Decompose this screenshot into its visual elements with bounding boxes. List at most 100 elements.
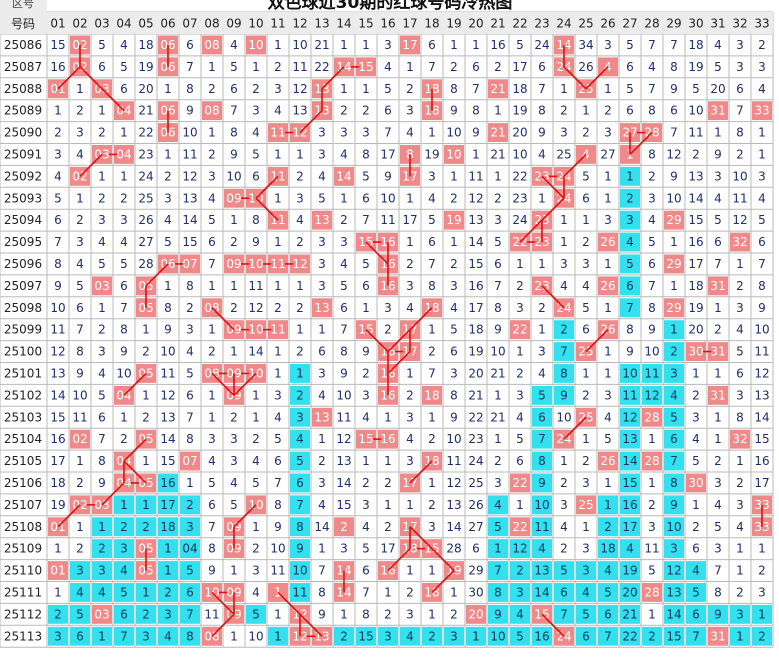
- cell-value-25110-31: 7: [714, 564, 722, 578]
- cell-value-25103-10: 1: [252, 410, 260, 424]
- cell-value-25113-5: 3: [142, 629, 150, 643]
- cell-value-25093-2: 1: [76, 191, 84, 205]
- cell-value-25112-26: 6: [604, 607, 612, 621]
- cell-value-25106-11: 7: [274, 476, 282, 490]
- hit-cell-25105-26: [598, 451, 618, 471]
- cell-value-25106-7: 1: [186, 476, 194, 490]
- cell-value-25105-9: 3: [230, 454, 238, 468]
- cell-value-25113-17: 4: [406, 629, 414, 643]
- cell-value-25092-13: 4: [318, 169, 326, 183]
- cell-value-25104-33: 15: [754, 432, 769, 446]
- cell-value-25103-11: 4: [274, 410, 282, 424]
- cell-value-25087-20: 6: [472, 60, 480, 74]
- cold-cell-25106-29: [664, 473, 684, 493]
- cell-value-25102-28: 12: [644, 388, 659, 402]
- cell-value-25094-33: 5: [758, 213, 766, 227]
- cell-value-25097-29: 1: [670, 279, 678, 293]
- column-header-09: 09: [226, 17, 241, 31]
- cell-value-25110-7: 5: [186, 564, 194, 578]
- cell-value-25102-25: 2: [582, 388, 590, 402]
- hit-cell-25096-12: [290, 254, 310, 274]
- trend-line: [79, 66, 103, 90]
- cell-value-25111-7: 6: [186, 586, 194, 600]
- cell-value-25090-18: 1: [428, 126, 436, 140]
- cold-cell-25102-12: [290, 385, 310, 405]
- cell-value-25087-29: 8: [670, 60, 678, 74]
- cold-cell-25109-26: [598, 539, 618, 559]
- cell-value-25098-13: 13: [314, 301, 329, 315]
- cell-value-25104-6: 14: [160, 432, 175, 446]
- cell-value-25092-4: 1: [120, 169, 128, 183]
- cold-cell-25112-2: [70, 604, 90, 624]
- cell-value-25092-27: 1: [626, 169, 634, 183]
- cold-cell-25107-12: [290, 495, 310, 515]
- cell-value-25095-9: 2: [230, 235, 238, 249]
- cell-value-25111-6: 2: [164, 586, 172, 600]
- cell-value-25101-31: 1: [714, 367, 722, 381]
- period-label-25110: 25110: [4, 564, 42, 578]
- cell-value-25110-20: 29: [468, 564, 483, 578]
- cold-cell-25113-18: [422, 626, 442, 646]
- cell-value-25112-18: 1: [428, 607, 436, 621]
- column-header-24: 24: [556, 17, 571, 31]
- cell-value-25097-14: 5: [340, 279, 348, 293]
- cold-cell-25101-24: [554, 364, 574, 383]
- cell-value-25087-9: 5: [230, 60, 238, 74]
- cold-cell-25109-7: [180, 539, 200, 559]
- column-header-31: 31: [710, 17, 725, 31]
- cell-value-25105-28: 28: [644, 454, 659, 468]
- cell-value-25103-3: 6: [98, 410, 106, 424]
- cell-value-25106-16: 2: [384, 476, 392, 490]
- cell-value-25091-30: 2: [692, 148, 700, 162]
- cell-value-25108-5: 2: [142, 520, 150, 534]
- cell-value-25098-16: 3: [384, 301, 392, 315]
- cold-cell-25111-30: [686, 583, 706, 602]
- column-header-32: 32: [732, 17, 747, 31]
- header-number-label: 号码: [11, 17, 35, 31]
- cell-value-25091-13: 3: [318, 148, 326, 162]
- hit-cell-25097-26: [598, 276, 618, 296]
- cell-value-25088-8: 2: [208, 82, 216, 96]
- cell-value-25096-14: 4: [340, 257, 348, 271]
- period-label-25100: 25100: [4, 345, 42, 359]
- cell-value-25088-22: 18: [512, 82, 527, 96]
- cell-value-25097-32: 2: [736, 279, 744, 293]
- cold-cell-25110-30: [686, 561, 706, 580]
- cell-value-25092-8: 3: [208, 169, 216, 183]
- cell-value-25086-25: 34: [578, 38, 593, 52]
- hit-cell-25099-10: [246, 320, 266, 340]
- trend-line: [145, 263, 169, 287]
- cold-cell-25105-27: [620, 451, 640, 471]
- cell-value-25104-30: 4: [692, 432, 700, 446]
- cell-value-25102-8: 1: [208, 388, 216, 402]
- column-header-29: 29: [666, 17, 681, 31]
- cell-value-25104-10: 2: [252, 432, 260, 446]
- cell-value-25112-6: 3: [164, 607, 172, 621]
- cell-value-25107-15: 3: [362, 498, 370, 512]
- cell-value-25103-17: 3: [406, 410, 414, 424]
- cell-value-25104-11: 5: [274, 432, 282, 446]
- cell-value-25111-4: 5: [120, 586, 128, 600]
- cell-value-25113-19: 3: [450, 629, 458, 643]
- cell-value-25089-20: 8: [472, 104, 480, 118]
- cold-cell-25108-23: [532, 517, 552, 537]
- cell-value-25095-31: 6: [714, 235, 722, 249]
- cell-value-25095-26: 26: [600, 235, 615, 249]
- cell-value-25105-33: 16: [754, 454, 769, 468]
- hit-cell-25102-31: [708, 385, 728, 405]
- cell-value-25098-23: 2: [538, 301, 546, 315]
- cell-value-25109-11: 10: [270, 542, 285, 556]
- cell-value-25089-30: 10: [688, 104, 703, 118]
- cell-value-25095-33: 6: [758, 235, 766, 249]
- cell-value-25107-31: 4: [714, 498, 722, 512]
- cell-value-25096-31: 7: [714, 257, 722, 271]
- cell-value-25094-18: 5: [428, 213, 436, 227]
- cell-value-25092-1: 4: [54, 169, 62, 183]
- header-period-label: 区号: [12, 0, 34, 10]
- cell-value-25095-20: 14: [468, 235, 483, 249]
- cell-value-25108-14: 2: [340, 520, 348, 534]
- cell-value-25108-28: 3: [648, 520, 656, 534]
- cell-value-25092-22: 22: [512, 169, 527, 183]
- cell-value-25089-9: 7: [230, 104, 238, 118]
- cell-value-25100-10: 14: [248, 345, 263, 359]
